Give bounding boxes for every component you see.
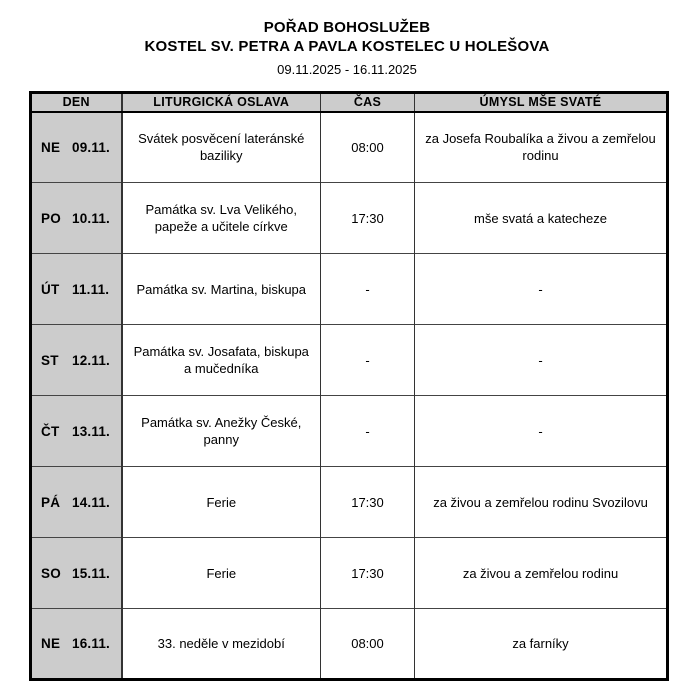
- time-cell: 08:00: [320, 111, 415, 183]
- schedule-table: DEN LITURGICKÁ OSLAVA ČAS ÚMYSL MŠE SVAT…: [29, 91, 669, 681]
- day-date: 16.11.: [72, 636, 110, 651]
- day-date: 09.11.: [72, 139, 110, 155]
- column-header-time: ČAS: [320, 92, 415, 113]
- day-cell: PO 10.11.: [30, 182, 123, 254]
- day-cell: SO 15.11.: [30, 537, 123, 609]
- column-header-mass-intention: ÚMYSL MŠE SVATÉ: [414, 92, 668, 113]
- intention-cell: za farníky: [414, 608, 668, 680]
- time-cell: -: [320, 253, 415, 325]
- day-cell: ST 12.11.: [30, 324, 123, 396]
- day-of-week: PO: [41, 210, 61, 226]
- table-head: DEN LITURGICKÁ OSLAVA ČAS ÚMYSL MŠE SVAT…: [30, 92, 668, 113]
- feast-cell: Svátek posvěcení lateránské baziliky: [121, 111, 321, 183]
- intention-cell: -: [414, 395, 668, 467]
- time-cell: 08:00: [320, 608, 415, 680]
- time-cell: 17:30: [320, 466, 415, 538]
- day-date: 10.11.: [72, 210, 110, 226]
- day-of-week: SO: [41, 565, 61, 581]
- day-date: 12.11.: [72, 352, 110, 368]
- day-cell: PÁ 14.11.: [30, 466, 123, 538]
- day-cell: ÚT 11.11.: [30, 253, 123, 325]
- day-of-week: ČT: [41, 423, 60, 439]
- day-date: 14.11.: [72, 494, 110, 510]
- time-cell: 17:30: [320, 537, 415, 609]
- table-row: ČT 13.11. Památka sv. Anežky České, panny…: [30, 395, 668, 467]
- table-row: PO 10.11. Památka sv. Lva Velikého, papež…: [30, 182, 668, 254]
- time-cell: -: [320, 324, 415, 396]
- feast-cell: Památka sv. Martina, biskupa: [121, 253, 321, 325]
- table-row: ST 12.11. Památka sv. Josafata, biskupa a…: [30, 324, 668, 396]
- feast-cell: Památka sv. Lva Velikého, papeže a učite…: [121, 182, 321, 254]
- intention-cell: za Josefa Roubalíka a živou a zemřelou r…: [414, 111, 668, 183]
- intention-cell: za živou a zemřelou rodinu: [414, 537, 668, 609]
- day-of-week: ST: [41, 352, 59, 368]
- day-of-week: ÚT: [41, 281, 60, 297]
- time-cell: 17:30: [320, 182, 415, 254]
- feast-cell: Památka sv. Anežky České, panny: [121, 395, 321, 467]
- table-row: PÁ 14.11. Ferie 17:30 za živou a zemřelou…: [30, 466, 668, 538]
- page-title: POŘAD BOHOSLUŽEB: [263, 19, 431, 36]
- feast-cell: 33. neděle v mezidobí: [121, 608, 321, 680]
- table-row: NE 16.11. 33. neděle v mezidobí 08:00 za …: [30, 608, 668, 680]
- column-header-den: DEN: [30, 92, 123, 113]
- table-header-row: DEN LITURGICKÁ OSLAVA ČAS ÚMYSL MŠE SVAT…: [30, 92, 668, 113]
- feast-cell: Ferie: [121, 537, 321, 609]
- day-date: 11.11.: [72, 281, 110, 297]
- table-row: SO 15.11. Ferie 17:30 za živou a zemřelou…: [30, 537, 668, 609]
- day-of-week: PÁ: [41, 494, 61, 510]
- intention-cell: -: [414, 324, 668, 396]
- intention-cell: mše svatá a katecheze: [414, 182, 668, 254]
- day-date: 13.11.: [72, 423, 110, 439]
- day-cell: NE 09.11.: [30, 111, 123, 183]
- intention-cell: -: [414, 253, 668, 325]
- table-row: ÚT 11.11. Památka sv. Martina, biskupa - …: [30, 253, 668, 325]
- page-subtitle-church: KOSTEL SV. PETRA A PAVLA KOSTELEC U HOLE…: [144, 38, 550, 55]
- table-row: NE 09.11. Svátek posvěcení lateránské baz…: [30, 111, 668, 183]
- feast-cell: Památka sv. Josafata, biskupa a mučedník…: [121, 324, 321, 396]
- intention-cell: za živou a zemřelou rodinu Svozilovu: [414, 466, 668, 538]
- page-header: POŘAD BOHOSLUŽEB KOSTEL SV. PETRA A PAVL…: [0, 0, 694, 80]
- schedule-table-container: DEN LITURGICKÁ OSLAVA ČAS ÚMYSL MŠE SVAT…: [29, 91, 669, 681]
- day-cell: ČT 13.11.: [30, 395, 123, 467]
- day-of-week: NE: [41, 139, 61, 155]
- day-of-week: NE: [41, 636, 61, 651]
- time-cell: -: [320, 395, 415, 467]
- date-range: 09.11.2025 - 16.11.2025: [277, 62, 417, 77]
- table-body: NE 09.11. Svátek posvěcení lateránské baz…: [30, 111, 668, 680]
- day-date: 15.11.: [72, 565, 110, 581]
- column-header-liturgical-celebration: LITURGICKÁ OSLAVA: [121, 92, 321, 113]
- day-cell: NE 16.11.: [30, 608, 123, 680]
- feast-cell: Ferie: [121, 466, 321, 538]
